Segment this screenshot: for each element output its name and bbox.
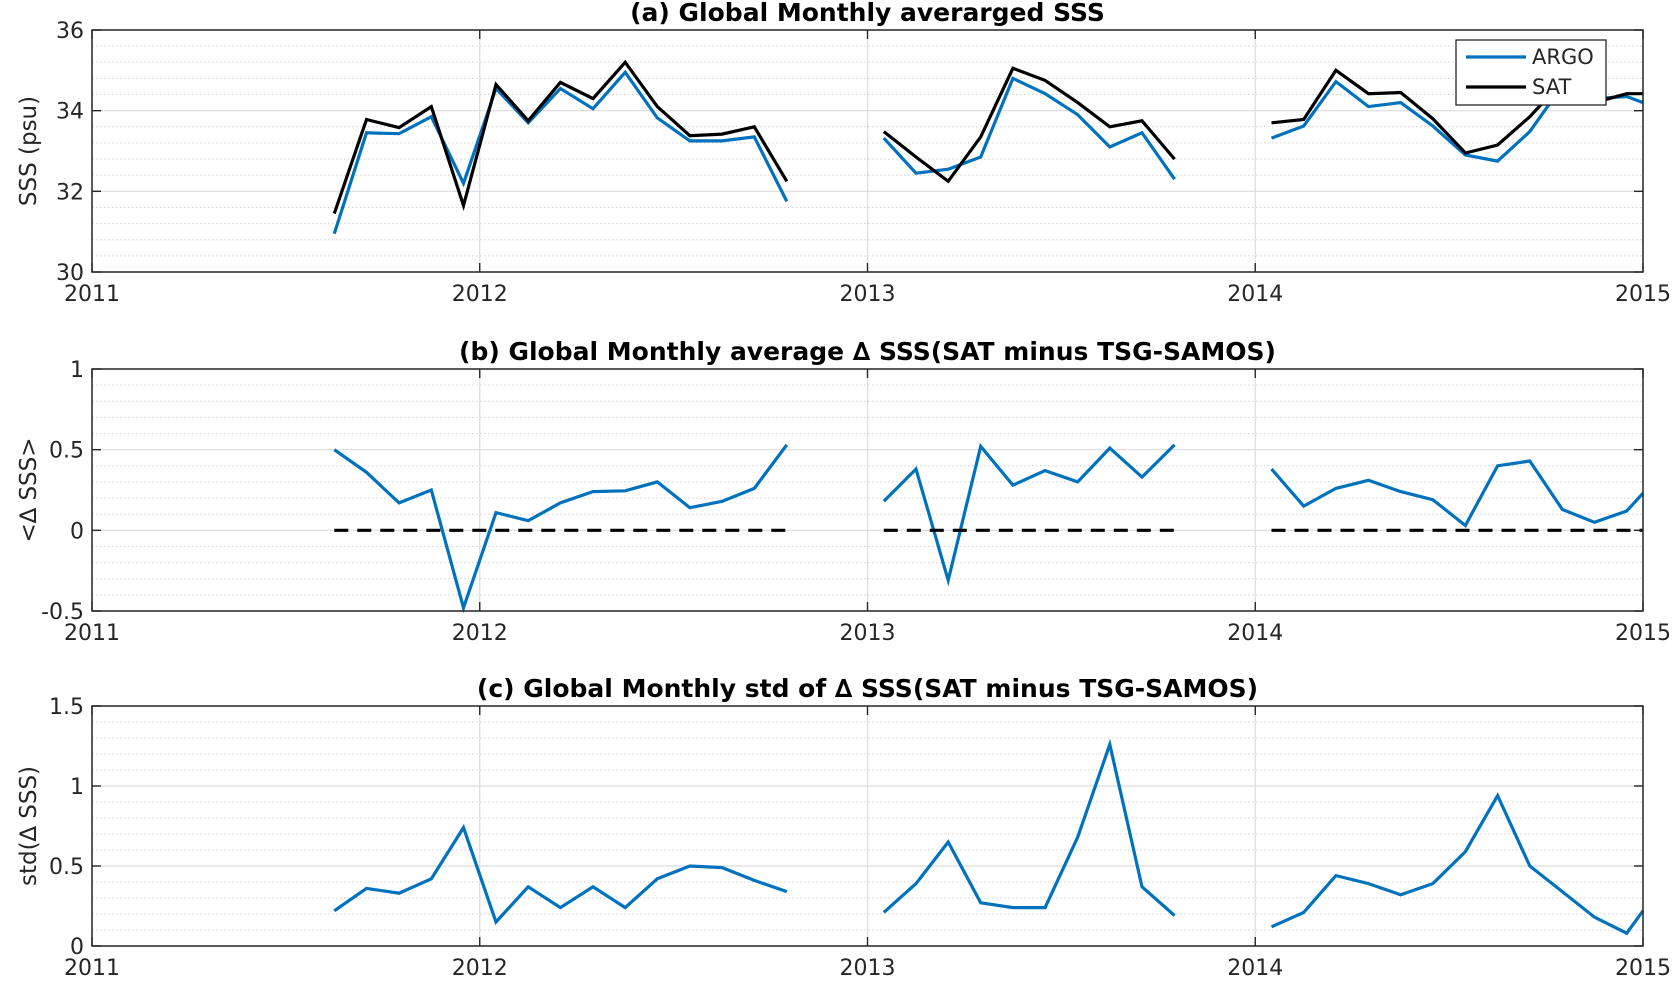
y-tick-label: 30 — [56, 261, 84, 286]
x-tick-label: 2012 — [452, 621, 508, 646]
legend-label-argo: ARGO — [1532, 45, 1594, 69]
series-line — [1270, 459, 1645, 528]
series-line — [882, 738, 1176, 917]
y-tick-label: 36 — [56, 19, 84, 44]
series-line — [882, 442, 1176, 587]
legend-box — [1455, 39, 1607, 106]
series-line-sat — [882, 66, 1176, 184]
x-tick-label: 2011 — [64, 282, 120, 307]
y-axis-label: std(∆ SSS) — [16, 766, 42, 886]
series-line-sat — [332, 59, 789, 215]
series-line — [333, 443, 789, 614]
x-tick-label: 2011 — [64, 956, 120, 981]
chart-panel-2: -0.5 0 0.5 1 2011 2012 2013 2014 2015 (b) Global … — [16, 337, 1671, 646]
y-tick-label: -0.5 — [41, 600, 84, 625]
x-tick-label: 2013 — [840, 621, 896, 646]
y-axis-label: SSS (psu) — [16, 96, 42, 206]
y-tick-label: 1 — [70, 775, 84, 800]
y-tick-label: 34 — [56, 100, 84, 125]
y-tick-label: 0 — [70, 519, 84, 544]
x-tick-label: 2014 — [1227, 621, 1283, 646]
y-axis-label: <∆ SSS> — [16, 437, 42, 542]
series-line — [333, 823, 788, 926]
y-tick-label: 0 — [70, 935, 84, 960]
chart-title: (a) Global Monthly averarged SSS — [630, 0, 1105, 27]
x-tick-label: 2015 — [1615, 621, 1671, 646]
y-tick-label: 1.5 — [49, 695, 84, 720]
chart-title: (c) Global Monthly std of ∆ SSS(SAT minu… — [477, 674, 1258, 703]
series-line — [1270, 792, 1645, 936]
legend-label-sat: SAT — [1532, 75, 1571, 99]
y-tick-label: 0.5 — [49, 439, 84, 464]
x-tick-label: 2015 — [1615, 282, 1671, 307]
x-tick-label: 2013 — [840, 282, 896, 307]
chart-panel-3: 0 0.5 1 1.5 2011 2012 2013 2014 2015 (c) Global M… — [16, 674, 1671, 981]
x-tick-label: 2014 — [1227, 282, 1283, 307]
x-tick-label: 2014 — [1227, 956, 1283, 981]
series-line-argo — [332, 69, 789, 235]
x-tick-label: 2012 — [452, 282, 508, 307]
x-tick-label: 2012 — [452, 956, 508, 981]
y-tick-label: 0.5 — [49, 855, 84, 880]
series-line-argo — [882, 76, 1176, 181]
chart-title: (b) Global Monthly average ∆ SSS(SAT min… — [459, 337, 1276, 366]
y-tick-label: 32 — [56, 180, 84, 205]
x-tick-label: 2013 — [840, 956, 896, 981]
x-tick-label: 2015 — [1615, 956, 1671, 981]
x-tick-label: 2011 — [64, 621, 120, 646]
y-tick-label: 1 — [70, 358, 84, 383]
chart-panel-1: 30 32 34 36 2011 2012 2013 2014 2015 (a) Global M… — [16, 0, 1671, 307]
legend: ARGO SAT — [1455, 39, 1607, 106]
